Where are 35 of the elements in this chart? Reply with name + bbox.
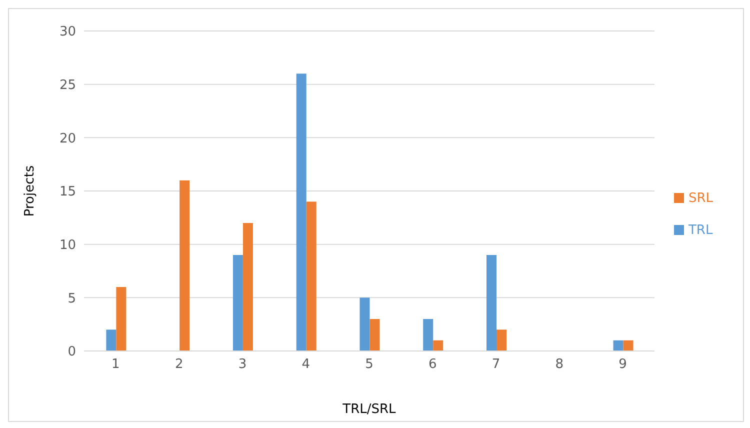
bar <box>306 202 316 351</box>
bar <box>486 255 496 351</box>
x-tick-label: 6 <box>428 357 437 372</box>
x-tick-label: 1 <box>112 357 120 372</box>
bar <box>613 340 624 351</box>
y-tick-label: 25 <box>59 78 76 93</box>
x-axis-title: TRL/SRL <box>342 402 397 417</box>
y-tick-label: 5 <box>68 291 76 306</box>
bar <box>232 255 243 351</box>
x-tick-label: 7 <box>492 357 500 372</box>
y-tick-label: 30 <box>59 24 76 40</box>
bar <box>106 330 116 351</box>
x-tick-label: 8 <box>555 357 564 372</box>
y-tick-label: 15 <box>59 184 76 200</box>
bar <box>180 180 190 351</box>
y-axis-title: Projects <box>22 165 38 217</box>
bar <box>296 74 306 351</box>
bar <box>360 298 370 351</box>
x-tick-label: 9 <box>618 357 627 372</box>
bar <box>423 319 434 351</box>
bar <box>242 223 253 351</box>
bar <box>623 340 634 351</box>
bar <box>116 287 126 351</box>
bar <box>370 319 380 351</box>
y-tick-label: 20 <box>59 131 76 146</box>
y-tick-label: 0 <box>68 344 76 360</box>
bar <box>433 340 444 351</box>
legend-label: SRL <box>688 191 713 206</box>
x-tick-label: 2 <box>174 357 184 372</box>
x-tick-label: 4 <box>302 357 310 372</box>
bar <box>496 330 506 351</box>
legend-label: TRL <box>688 223 713 238</box>
y-tick-label: 10 <box>59 238 76 253</box>
x-tick-label: 5 <box>365 357 374 372</box>
x-tick-label: 3 <box>238 357 247 372</box>
